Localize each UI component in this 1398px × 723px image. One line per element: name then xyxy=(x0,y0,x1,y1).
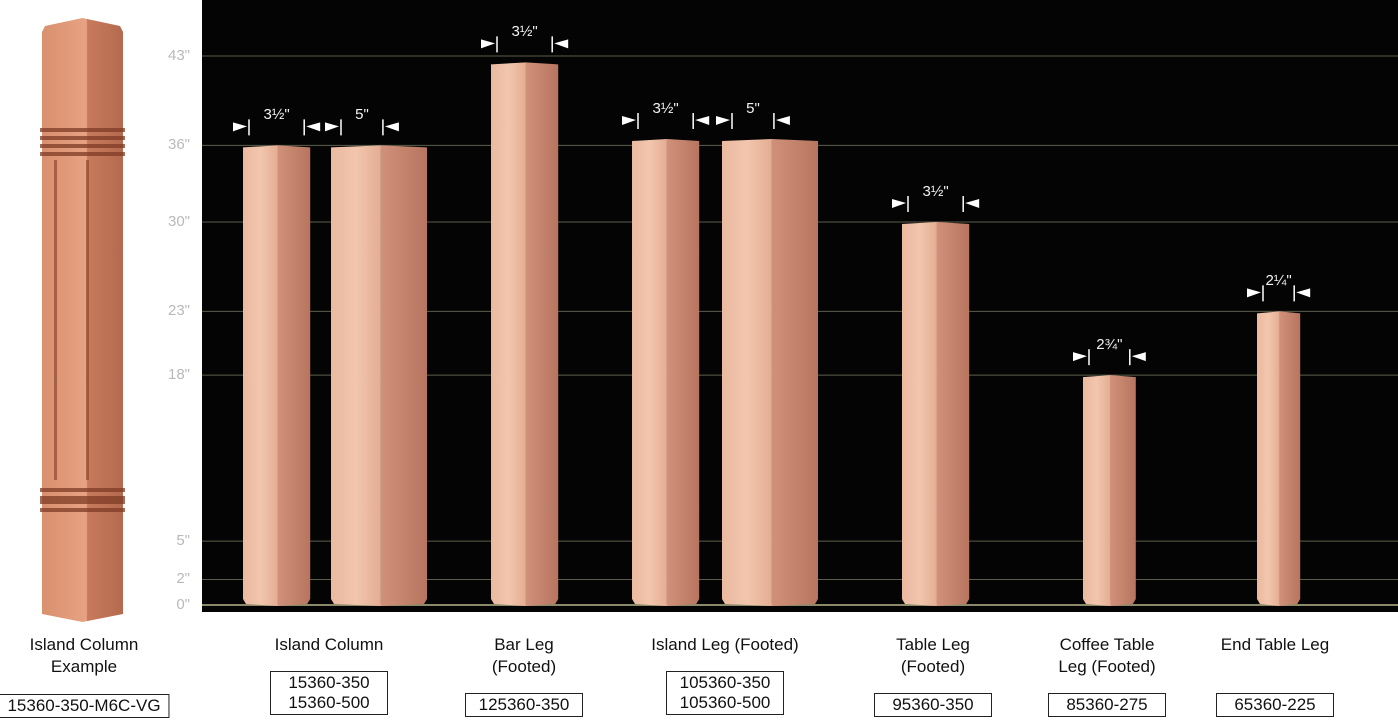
groove xyxy=(40,496,125,500)
part-number: 65360-225 xyxy=(1234,695,1316,714)
bar-face-right xyxy=(277,145,311,607)
width-label: 3½" xyxy=(652,99,679,117)
part-number-box: 105360-350 105360-500 xyxy=(666,671,784,715)
bar-face-right xyxy=(1279,311,1301,606)
bar-face-left xyxy=(902,221,937,606)
y-tick-label: 18" xyxy=(167,366,190,384)
category-label-line: Table Leg xyxy=(896,635,970,654)
category-label-line: (Footed) xyxy=(491,657,557,676)
example-column-body xyxy=(42,18,123,622)
part-number: 125360-350 xyxy=(478,695,570,714)
bar-face-right xyxy=(936,221,970,606)
bar-face-left xyxy=(1083,375,1111,606)
category-label-line: Island Leg (Footed) xyxy=(651,635,799,654)
category-label-line: Leg (Footed) xyxy=(1058,657,1156,676)
y-tick-label: 0" xyxy=(176,596,190,613)
category-label-line: Bar Leg xyxy=(494,635,554,654)
width-label: 5" xyxy=(746,99,760,117)
part-number: 85360-275 xyxy=(1066,695,1148,714)
bar-face-left xyxy=(491,62,526,606)
bar-3 xyxy=(632,138,700,606)
part-number: 15360-350 xyxy=(288,673,370,692)
y-tick-label: 36" xyxy=(167,136,190,154)
bar-face-left xyxy=(632,138,667,606)
groove xyxy=(40,144,125,148)
category-label-line: Island Column xyxy=(29,635,139,654)
category-label: Island Column Example xyxy=(30,634,139,678)
bar-4 xyxy=(722,138,818,606)
bar-face-right xyxy=(666,138,700,606)
bar-0 xyxy=(243,145,311,607)
part-number-box: 125360-350 xyxy=(465,693,583,717)
part-number-box: 65360-225 xyxy=(1216,693,1334,717)
bar-face-left xyxy=(243,145,278,607)
bar-face-right xyxy=(771,138,818,606)
bar-face-right xyxy=(525,62,559,606)
category-label: Island Leg (Footed) xyxy=(651,634,798,656)
category-label: End Table Leg xyxy=(1221,634,1329,656)
groove xyxy=(40,152,125,156)
groove xyxy=(40,488,125,492)
y-tick-label: 43" xyxy=(167,47,190,64)
bar-6 xyxy=(1083,375,1136,606)
example-column xyxy=(40,18,125,622)
bar-1 xyxy=(331,145,427,607)
category-label: Table Leg (Footed) xyxy=(896,634,970,678)
groove xyxy=(40,508,125,512)
bar-layer xyxy=(243,62,1301,607)
y-tick-label: 30" xyxy=(167,212,190,230)
groove xyxy=(40,136,125,140)
part-number: 95360-350 xyxy=(892,695,974,714)
category-label: Island Column xyxy=(275,634,384,656)
bar-7 xyxy=(1257,311,1301,606)
part-number-box: 95360-350 xyxy=(874,693,992,717)
part-number-box: 15360-350 15360-500 xyxy=(270,671,388,715)
part-number: 15360-500 xyxy=(288,693,370,712)
width-label: 3½" xyxy=(511,23,538,41)
part-number-box: 15360-350-M6C-VG xyxy=(0,694,170,718)
groove xyxy=(40,500,125,504)
part-number-box: 85360-275 xyxy=(1048,693,1166,717)
flute-groove xyxy=(54,160,57,480)
bar-2 xyxy=(491,62,559,606)
bar-face-right xyxy=(1110,375,1136,606)
bar-face-left xyxy=(722,138,772,606)
y-tick-label: 23" xyxy=(167,302,190,320)
width-label: 3½" xyxy=(922,182,949,200)
part-number: 15360-350-M6C-VG xyxy=(7,696,161,715)
y-tick-label: 2" xyxy=(176,570,190,588)
flute-groove xyxy=(86,160,89,480)
bar-5 xyxy=(902,221,970,606)
bar-face-left xyxy=(331,145,381,607)
part-number: 105360-350 xyxy=(679,673,771,692)
category-label-line: (Footed) xyxy=(900,657,966,676)
bar-face-right xyxy=(380,145,427,607)
width-label: 3½" xyxy=(263,106,290,124)
groove xyxy=(40,128,125,132)
category-label: Coffee Table Leg (Footed) xyxy=(1058,634,1155,678)
width-label: 5" xyxy=(355,106,369,124)
y-tick-label: 5" xyxy=(176,532,190,550)
part-number: 105360-500 xyxy=(679,693,771,712)
category-label-line: Island Column xyxy=(274,635,384,654)
width-label: 2¼" xyxy=(1265,272,1292,290)
category-label-line: Example xyxy=(50,657,118,676)
bar-face-left xyxy=(1257,311,1280,606)
category-label-line: End Table Leg xyxy=(1220,635,1330,654)
category-label: Bar Leg (Footed) xyxy=(492,634,556,678)
category-label-line: Coffee Table xyxy=(1059,635,1155,654)
width-label: 2¾" xyxy=(1096,336,1123,354)
dimension-layer xyxy=(233,36,1311,366)
